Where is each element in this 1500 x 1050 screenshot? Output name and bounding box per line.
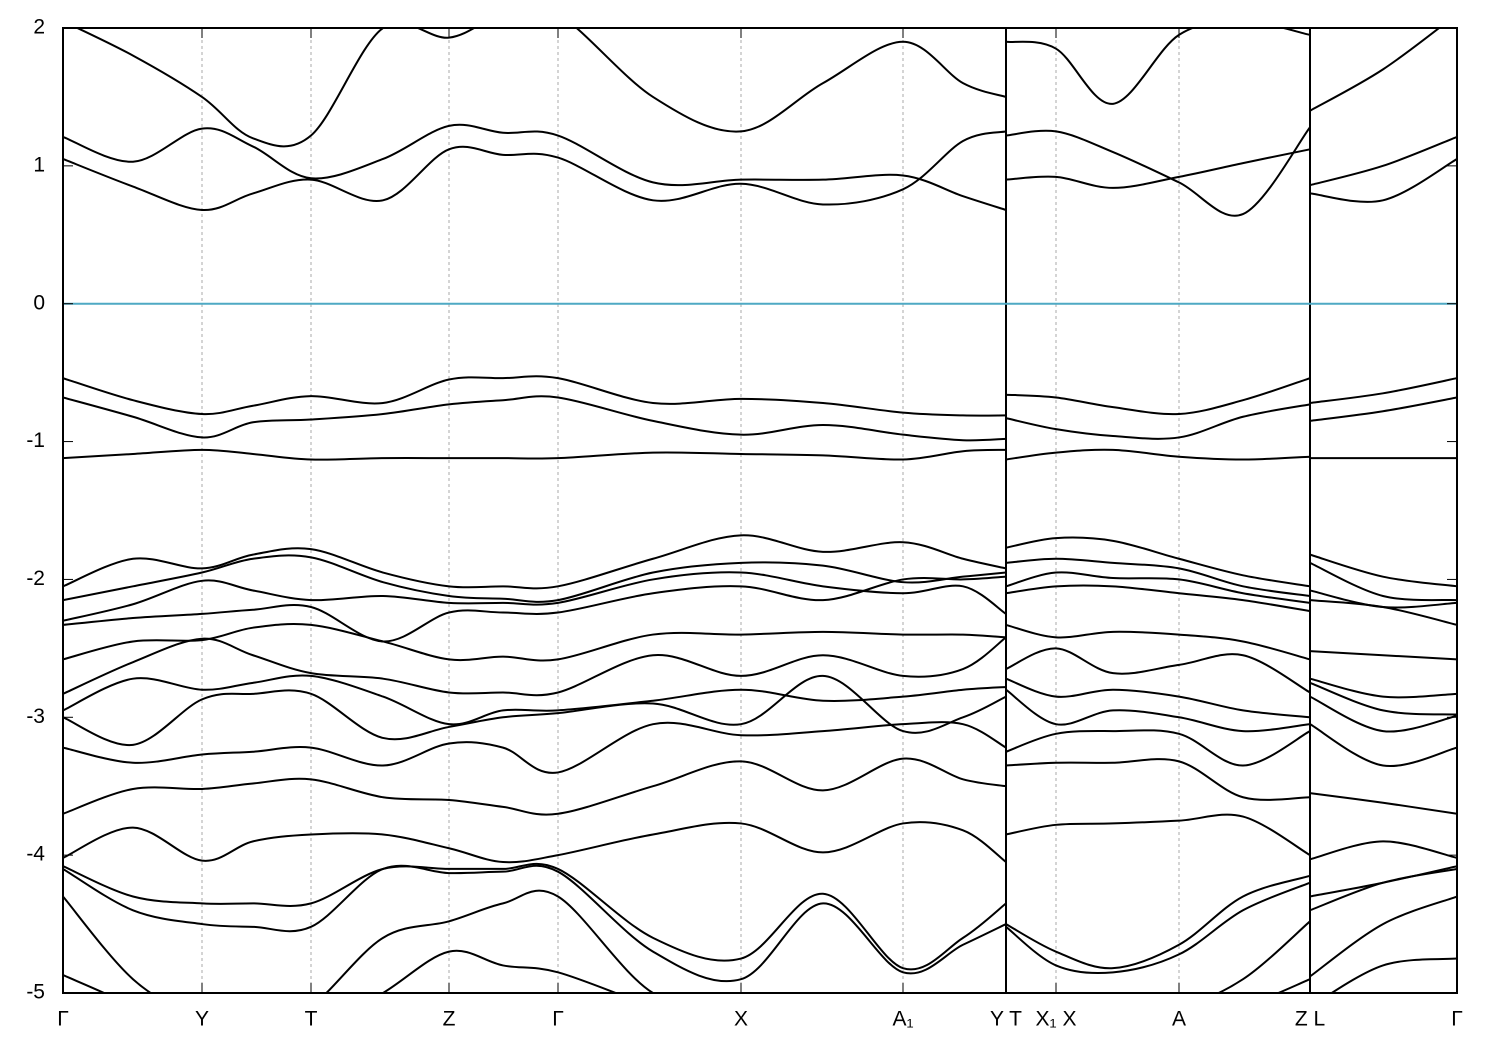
band — [63, 130, 1457, 211]
x-tick-label: X₁ X — [1036, 1008, 1077, 1031]
x-tick-label: A — [1172, 1008, 1186, 1031]
y-tick-label: -1 — [26, 429, 45, 452]
x-tick-label: Y — [195, 1008, 209, 1031]
bands — [63, 28, 1457, 993]
y-tick-label: -3 — [26, 705, 45, 728]
band — [63, 575, 1457, 643]
y-tick-label: -2 — [26, 567, 45, 590]
band — [63, 813, 1457, 864]
x-tick-label: Z — [443, 1008, 456, 1031]
band — [63, 949, 1457, 993]
band — [63, 864, 1457, 983]
band — [63, 862, 1457, 971]
band — [63, 554, 1457, 603]
band — [63, 623, 1457, 662]
y-tick-label: 2 — [33, 16, 45, 39]
y-tick-label: -4 — [26, 843, 45, 866]
y-tick-label: -5 — [26, 981, 45, 1004]
plot-frame — [62, 27, 1458, 994]
band — [63, 448, 1457, 461]
x-tick-label: Γ — [1451, 1008, 1463, 1031]
grid — [201, 28, 1311, 993]
x-tick-label: Z L — [1295, 1008, 1325, 1031]
x-tick-label: T — [305, 1008, 318, 1031]
band — [63, 375, 1457, 417]
x-tick-label: A₁ — [892, 1008, 913, 1031]
x-tick-label: X — [734, 1008, 748, 1031]
band — [63, 395, 1457, 442]
x-tick-label: Γ — [552, 1008, 564, 1031]
band — [63, 721, 1457, 774]
y-tick-label: 1 — [33, 153, 45, 176]
x-tick-label: Y T — [990, 1008, 1022, 1031]
band — [63, 674, 1457, 746]
band — [75, 28, 1441, 148]
y-tick-label: 0 — [33, 291, 45, 314]
band — [63, 123, 1457, 217]
band — [63, 534, 1457, 590]
band — [63, 674, 1457, 726]
axes: Γ Y T Z Γ X A₁ Y T X₁ X A Z L Γ 2 1 0 -1 -2 -3 -4 -5 — [26, 16, 1462, 1031]
band — [63, 571, 1457, 622]
band — [63, 636, 1457, 699]
band — [63, 757, 1457, 816]
band — [63, 889, 1457, 993]
x-tick-label: Γ — [57, 1008, 69, 1031]
